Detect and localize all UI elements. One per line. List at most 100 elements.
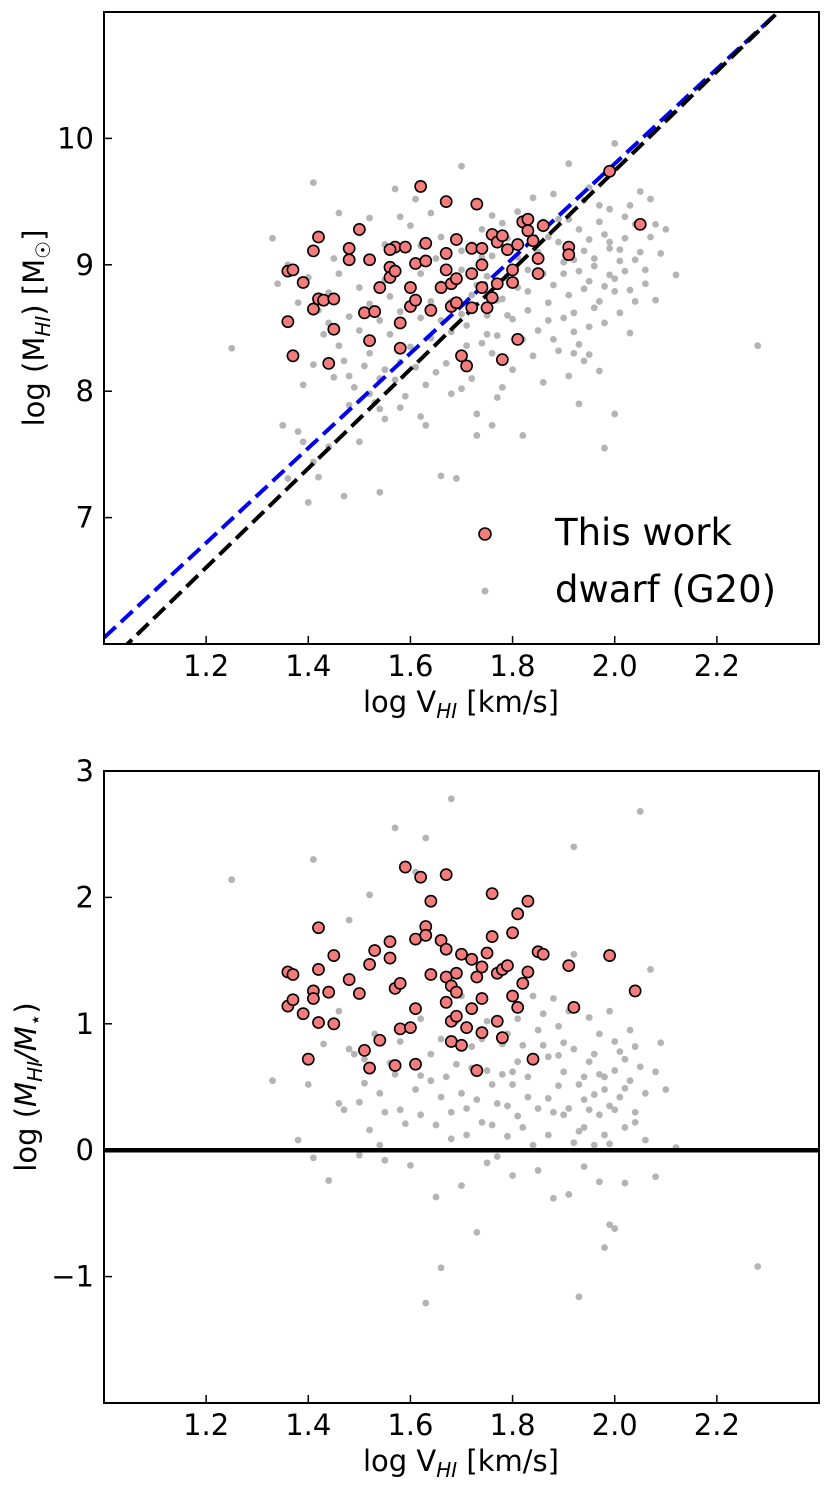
dwarf-point — [519, 1041, 527, 1049]
dwarf-point — [269, 234, 276, 242]
dwarf-point — [575, 226, 583, 233]
this-work-point — [460, 359, 474, 373]
dwarf-point — [309, 179, 317, 187]
dwarf-point — [376, 405, 384, 413]
this-work-point — [526, 234, 540, 248]
this-work-point — [388, 264, 402, 278]
dwarf-point — [478, 339, 486, 347]
dwarf-point — [452, 475, 460, 482]
this-work-point — [439, 247, 453, 260]
dwarf-point — [626, 201, 634, 209]
this-work-point — [490, 1014, 504, 1028]
dwarf-point — [437, 1093, 445, 1101]
this-work-point — [424, 968, 438, 981]
dwarf-point — [595, 298, 603, 305]
dwarf-point — [391, 185, 399, 193]
this-work-point — [358, 306, 371, 320]
bottom-x-axis-label: log VHI [km/s] — [363, 1444, 559, 1482]
legend: This work dwarf (G20) — [478, 511, 776, 611]
this-work-point — [449, 233, 463, 246]
this-work-point — [383, 243, 397, 257]
dwarf-point — [575, 267, 583, 275]
x-tick-label: 1.6 — [387, 649, 433, 683]
dwarf-point — [228, 344, 236, 352]
dwarf-point — [488, 1121, 496, 1129]
dwarf-point — [299, 381, 307, 389]
this-work-point — [398, 860, 412, 874]
dwarf-point — [641, 1136, 649, 1144]
dwarf-point — [595, 1111, 603, 1119]
dwarf-point — [488, 349, 496, 357]
this-work-point — [495, 229, 509, 243]
dwarf-point — [611, 410, 619, 418]
this-work-point — [306, 992, 320, 1005]
this-work-point — [511, 1000, 525, 1014]
this-work-point — [424, 303, 438, 317]
dwarf-point — [488, 212, 496, 219]
dwarf-point — [631, 1118, 639, 1126]
this-work-point — [393, 341, 407, 355]
dwarf-point — [514, 1112, 522, 1120]
dwarf-point — [565, 291, 573, 299]
this-work-point — [342, 241, 356, 255]
this-work-point — [358, 1043, 371, 1057]
dwarf-point — [274, 280, 282, 288]
dwarf-point — [570, 328, 578, 336]
dwarf-point — [580, 1096, 588, 1104]
dwarf-point — [590, 304, 598, 312]
dwarf-point — [621, 1055, 629, 1063]
dwarf-point — [539, 1041, 547, 1049]
dwarf-point — [585, 1014, 593, 1021]
dwarf-point — [611, 275, 619, 283]
dwarf-point — [478, 1118, 486, 1126]
dwarf-point — [595, 1178, 603, 1186]
dwarf-point — [473, 432, 481, 439]
dwarf-point — [361, 1055, 368, 1063]
dwarf-point — [468, 291, 476, 299]
dwarf-point — [519, 432, 527, 439]
dwarf-point — [355, 1098, 363, 1106]
x-tick-label: 1.6 — [387, 1408, 433, 1442]
dwarf-point — [544, 317, 552, 324]
dwarf-point — [335, 270, 343, 278]
this-work-point — [501, 959, 514, 973]
dwarf-point — [488, 252, 496, 260]
dwarf-point — [636, 248, 644, 256]
dwarf-point — [585, 323, 593, 331]
dwarf-point — [401, 1120, 409, 1128]
x-tick-label: 1.2 — [183, 649, 229, 683]
this-work-point — [470, 970, 484, 984]
dwarf-point — [606, 271, 614, 279]
this-work-point — [506, 276, 519, 289]
dwarf-point — [652, 296, 659, 304]
dwarf-point — [590, 255, 598, 262]
dwarf-point — [621, 1084, 629, 1092]
this-work-point — [306, 244, 320, 258]
this-work-point — [449, 1009, 463, 1023]
dwarf-point — [611, 1038, 619, 1045]
dwarf-point — [529, 992, 537, 1000]
dwarf-point — [361, 1079, 368, 1087]
this-work-point — [409, 257, 422, 270]
this-work-point — [419, 254, 433, 268]
dwarf-point — [407, 1161, 414, 1169]
dwarf-point — [437, 233, 445, 241]
dwarf-point — [396, 1038, 404, 1045]
dwarf-point — [427, 1050, 435, 1058]
dwarf-point — [611, 1225, 619, 1232]
x-tick-label: 1.4 — [285, 649, 331, 683]
dwarf-point — [407, 222, 414, 230]
dwarf-point — [647, 966, 654, 973]
dwarf-point — [570, 349, 578, 357]
dwarf-point — [626, 329, 634, 337]
dwarf-point — [381, 415, 389, 423]
dwarf-point — [493, 1100, 501, 1107]
y-tick-label: 2 — [76, 880, 94, 914]
dwarf-point — [550, 281, 557, 289]
dwarf-point — [483, 272, 491, 280]
dwarf-point — [458, 385, 465, 393]
dwarf-point — [340, 357, 348, 365]
dwarf-point — [524, 1073, 532, 1081]
dwarf-point — [631, 298, 639, 305]
